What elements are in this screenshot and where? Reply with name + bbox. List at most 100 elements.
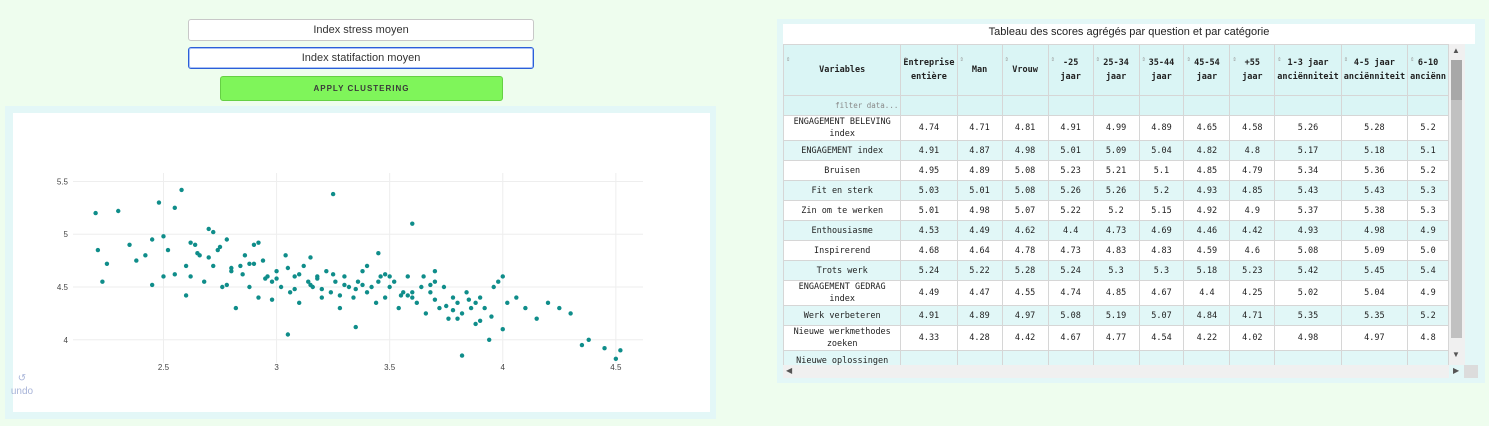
satisfaction-index-dropdown[interactable]: Index statifaction moyen (188, 47, 534, 69)
scatter-point[interactable] (116, 208, 121, 214)
scatter-point[interactable] (143, 253, 148, 258)
scatter-point[interactable] (127, 242, 132, 247)
scatter-point[interactable] (269, 297, 275, 302)
table-row[interactable]: ENGAGEMENT BELEVING index 4.74 4.71 4.81 4.9… (783, 115, 1449, 141)
scatter-point[interactable] (238, 263, 243, 269)
table-row[interactable]: Zin om te werken 5.01 4.98 5.07 5.22 5.2 5.15 4… (783, 200, 1449, 221)
scatter-point[interactable] (482, 305, 487, 311)
scatter-point[interactable] (342, 274, 347, 279)
scatter-point[interactable] (500, 327, 505, 332)
scatter-point[interactable] (387, 284, 392, 290)
scatter-point[interactable] (464, 290, 469, 295)
table-row[interactable]: Enthousiasme 4.53 4.49 4.62 4.4 4.73 4.69 4.46 4… (783, 220, 1449, 241)
scatter-point[interactable] (95, 247, 101, 253)
scatter-point[interactable] (240, 272, 245, 277)
table-row[interactable]: Fit en sterk 5.03 5.01 5.08 5.26 5.26 5.2 4.93 4… (783, 180, 1449, 201)
scatter-point[interactable] (324, 268, 329, 274)
column-filter-input[interactable]: filter data... (783, 95, 902, 116)
scatter-point[interactable] (432, 279, 438, 284)
scatter-point[interactable] (437, 305, 442, 311)
scatter-point[interactable] (459, 311, 465, 316)
column-filter-input[interactable] (1340, 95, 1409, 116)
column-filter-input[interactable] (1092, 95, 1140, 116)
column-filter-input[interactable] (1407, 95, 1449, 116)
scatter-point[interactable] (206, 226, 211, 232)
column-header[interactable]: ⇕ Vrouw (1001, 44, 1049, 96)
sort-icon[interactable]: ⇕ (1095, 55, 1100, 63)
scatter-point[interactable] (419, 284, 424, 290)
sort-icon[interactable]: ⇕ (1004, 55, 1009, 63)
undo-button[interactable]: ↺ undo (7, 372, 37, 398)
scatter-point[interactable] (342, 282, 347, 288)
scatter-point[interactable] (376, 251, 381, 256)
scatter-point[interactable] (401, 290, 406, 295)
scatter-point[interactable] (459, 353, 465, 358)
column-filter-input[interactable] (900, 95, 958, 116)
scatter-point[interactable] (296, 272, 302, 277)
scatter-point[interactable] (149, 237, 155, 242)
column-header[interactable]: ⇕ Variables (783, 44, 902, 96)
scatter-point[interactable] (489, 314, 494, 319)
column-filter-input[interactable] (1229, 95, 1276, 116)
scatter-point[interactable] (251, 261, 257, 266)
scatter-point[interactable] (410, 290, 415, 295)
scatter-point[interactable] (364, 290, 370, 295)
scatter-point[interactable] (306, 279, 311, 284)
scatter-point[interactable] (523, 305, 528, 311)
column-header[interactable]: ⇕ 25-34 jaar (1092, 44, 1140, 96)
scatter-point[interactable] (557, 305, 562, 311)
scatter-point[interactable] (446, 316, 451, 321)
scatter-point[interactable] (247, 261, 252, 266)
scatter-point[interactable] (330, 272, 336, 277)
scatter-point[interactable] (195, 251, 200, 256)
scatter-point[interactable] (301, 263, 306, 269)
scatter-point[interactable] (183, 293, 189, 298)
scatter-point[interactable] (405, 293, 410, 298)
scatter-point[interactable] (229, 268, 234, 274)
scatter-point[interactable] (337, 293, 343, 298)
scatter-point[interactable] (387, 274, 392, 279)
scatter-point[interactable] (292, 286, 297, 292)
scatter-point[interactable] (432, 297, 438, 302)
scatter-point[interactable] (428, 290, 433, 295)
scatter-point[interactable] (183, 263, 189, 269)
scatter-point[interactable] (224, 237, 230, 242)
scatter-point[interactable] (618, 348, 623, 353)
scatter-point[interactable] (285, 265, 291, 271)
column-filter-input[interactable] (1183, 95, 1231, 116)
scatter-point[interactable] (428, 282, 433, 288)
scatter-point[interactable] (292, 274, 297, 279)
scatter-point[interactable] (369, 284, 374, 290)
scatter-point[interactable] (247, 284, 252, 290)
scatter-point[interactable] (93, 210, 98, 216)
scroll-up-icon[interactable]: ▲ (1452, 46, 1460, 55)
scatter-point[interactable] (179, 187, 184, 193)
column-header[interactable]: ⇕ +55 jaar (1229, 44, 1276, 96)
scatter-point[interactable] (285, 332, 291, 337)
scatter-point[interactable] (486, 337, 492, 342)
scatter-point[interactable] (545, 300, 551, 306)
scatter-point[interactable] (346, 284, 352, 290)
scatter-point[interactable] (500, 274, 505, 279)
scatter-plot[interactable]: 5.5 5 4.5 4 2.5 3 3.5 4 4.5 (13, 113, 710, 412)
scatter-point[interactable] (201, 279, 207, 284)
scatter-point[interactable] (330, 191, 336, 197)
table-row[interactable]: ENGAGEMENT GEDRAG index 4.49 4.47 4.55 4.74 4… (783, 280, 1449, 306)
horizontal-scrollbar[interactable] (783, 365, 1449, 378)
scatter-point[interactable] (414, 300, 420, 306)
scatter-point[interactable] (405, 274, 410, 279)
scatter-point[interactable] (100, 279, 105, 284)
scatter-point[interactable] (568, 311, 573, 316)
column-header[interactable]: ⇕ 4-5 jaar anciënniteit (1340, 44, 1409, 96)
scatter-point[interactable] (466, 297, 472, 302)
column-header[interactable]: ⇕ -25 jaar (1047, 44, 1094, 96)
scatter-point[interactable] (373, 300, 379, 306)
scatter-point[interactable] (319, 295, 325, 300)
scatter-point[interactable] (455, 316, 460, 321)
scatter-point[interactable] (274, 276, 279, 281)
sort-icon[interactable]: ⇕ (959, 55, 964, 63)
column-header[interactable]: ⇕ Man (956, 44, 1003, 96)
scatter-point[interactable] (315, 276, 320, 281)
scatter-point[interactable] (278, 284, 284, 290)
table-row[interactable]: Nieuwe oplossingen (783, 350, 1449, 365)
